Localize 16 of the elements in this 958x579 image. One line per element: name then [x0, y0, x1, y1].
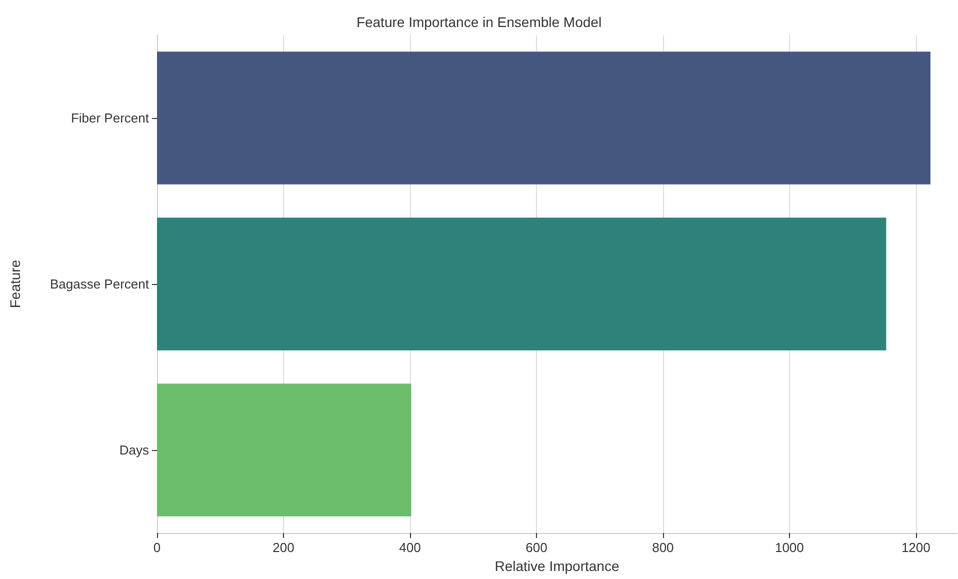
y-tick-label: Bagasse Percent [50, 276, 150, 292]
y-tick-label: Days [119, 442, 150, 458]
x-tick-label: 1000 [774, 540, 804, 555]
x-tick-label: 800 [652, 540, 674, 555]
chart-title: Feature Importance in Ensemble Model [356, 14, 602, 30]
x-tick-label: 1200 [901, 540, 930, 555]
x-axis-title: Relative Importance [494, 558, 620, 574]
y-axis-title: Feature [7, 260, 23, 308]
x-tick-label: 400 [399, 540, 421, 555]
y-tick-label: Fiber Percent [70, 110, 150, 126]
bar [157, 218, 886, 350]
x-tick-label: 200 [272, 540, 294, 555]
bar [157, 384, 412, 516]
x-tick-label: 0 [153, 540, 161, 555]
x-tick-label: 600 [526, 540, 548, 555]
bar [157, 52, 930, 184]
